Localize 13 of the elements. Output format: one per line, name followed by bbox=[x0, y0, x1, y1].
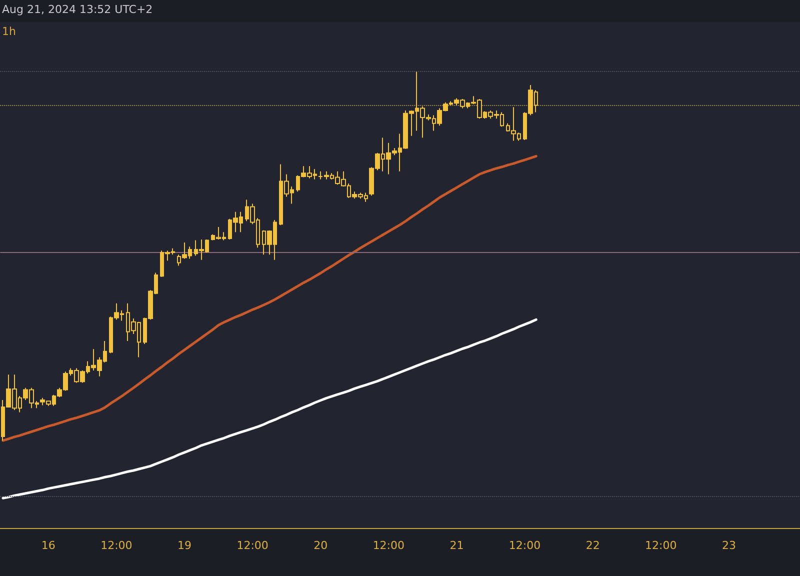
text: Aug 21, 2024 13:52 UTC+2 bbox=[2, 3, 153, 16]
x-tick-label: 20 bbox=[314, 539, 328, 552]
x-tick-label: 12:00 bbox=[236, 539, 268, 552]
x-tick-label: 12:00 bbox=[508, 539, 541, 552]
x-tick-label: 23 bbox=[722, 539, 736, 552]
x-tick-label: 21 bbox=[450, 539, 464, 552]
text: 1h bbox=[2, 25, 16, 38]
x-tick-label: 12:00 bbox=[372, 539, 405, 552]
x-tick-label: 16 bbox=[41, 539, 56, 552]
x-tick-label: 19 bbox=[177, 539, 192, 552]
x-tick-label: 22 bbox=[586, 539, 600, 552]
x-tick-label: 12:00 bbox=[100, 539, 132, 552]
x-tick-label: 12:00 bbox=[645, 539, 677, 552]
